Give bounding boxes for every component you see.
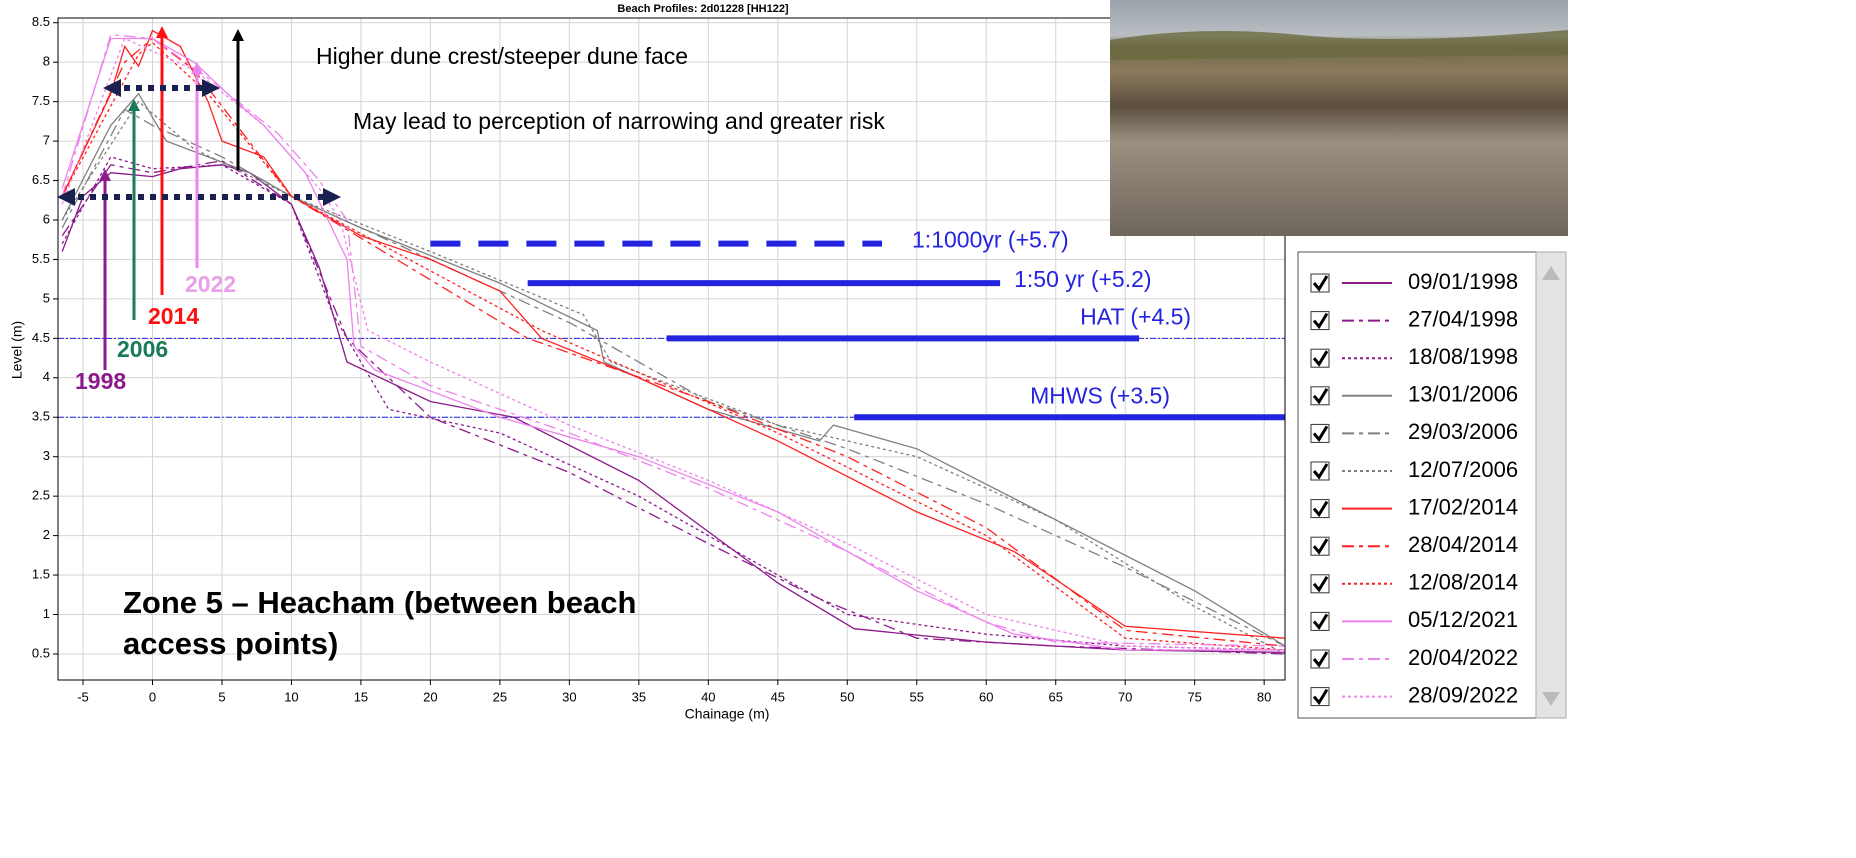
year-label: 2022 xyxy=(185,271,236,297)
legend-check[interactable] xyxy=(1312,651,1329,668)
legend-label: 05/12/2021 xyxy=(1408,607,1518,632)
grid: -5 0 5 10 15 20 25 30 35 40 45 50 55 60 65 70 75 800.511.… xyxy=(32,14,1285,704)
x-tick-label: 70 xyxy=(1118,689,1132,704)
y-tick-label: 6.5 xyxy=(32,172,50,187)
legend-check[interactable] xyxy=(1312,350,1329,367)
y-tick-label: 8 xyxy=(43,54,50,69)
x-tick-label: 35 xyxy=(632,689,646,704)
x-tick-label: 75 xyxy=(1187,689,1201,704)
legend-check[interactable] xyxy=(1312,425,1329,442)
legend-check[interactable] xyxy=(1312,388,1329,405)
x-tick-label: 40 xyxy=(701,689,715,704)
y-tick-label: 1.5 xyxy=(32,566,50,581)
legend-check[interactable] xyxy=(1312,312,1329,330)
y-tick-label: 2 xyxy=(43,527,50,542)
profile-line xyxy=(61,92,1285,647)
y-tick-label: 2.5 xyxy=(32,488,50,503)
legend-label: 12/07/2006 xyxy=(1408,457,1518,482)
y-tick-label: 6 xyxy=(43,211,50,226)
year-label: 2014 xyxy=(148,303,199,329)
reference-label: 1:50 yr (+5.2) xyxy=(1014,266,1151,292)
y-tick-label: 7.5 xyxy=(32,93,50,108)
y-tick-label: 5 xyxy=(43,290,50,305)
zone-label: Zone 5 – Heacham (between beach access p… xyxy=(123,585,637,661)
x-tick-label: 5 xyxy=(218,689,225,704)
x-tick-label: 60 xyxy=(979,689,993,704)
legend-check[interactable] xyxy=(1312,688,1329,706)
plot-frame xyxy=(57,17,1286,681)
x-tick-label: 30 xyxy=(562,689,576,704)
arrows xyxy=(57,26,341,370)
y-tick-label: 1 xyxy=(43,606,50,621)
x-tick-label: 65 xyxy=(1048,689,1062,704)
y-tick-label: 5.5 xyxy=(32,251,50,266)
x-tick-label: 45 xyxy=(771,689,785,704)
scroll-down[interactable] xyxy=(1542,692,1560,706)
y-tick-label: 4 xyxy=(43,369,50,384)
scroll-up[interactable] xyxy=(1542,266,1560,280)
reference-lines: 1:1000yr (+5.7) 1:50 yr (+5.2) HAT (+4.5) M… xyxy=(58,227,1285,421)
legend: 09/01/1998 27/04/1998 18/08/1998 13/01/2006… xyxy=(1297,251,1567,719)
x-tick-label: 55 xyxy=(910,689,924,704)
annotation: Higher dune crest/steeper dune face xyxy=(316,43,688,69)
profile-line xyxy=(61,37,1285,651)
legend-label: 29/03/2006 xyxy=(1408,419,1518,444)
annotation: May lead to perception of narrowing and … xyxy=(353,108,885,134)
year-label: 2006 xyxy=(117,336,168,362)
legend-label: 13/01/2006 xyxy=(1408,382,1518,407)
reference-label: 1:1000yr (+5.7) xyxy=(912,227,1069,253)
x-tick-label: 50 xyxy=(840,689,854,704)
y-tick-label: 8.5 xyxy=(32,14,50,29)
scrollbar[interactable] xyxy=(1535,251,1567,719)
legend-box xyxy=(1297,251,1537,719)
x-tick-label: 20 xyxy=(423,689,437,704)
profile-line xyxy=(61,37,1285,647)
y-tick-label: 0.5 xyxy=(32,645,50,660)
legend-check[interactable] xyxy=(1312,500,1329,518)
profile-line xyxy=(61,37,1285,651)
legend-label: 27/04/1998 xyxy=(1408,306,1518,331)
x-tick-label: 10 xyxy=(284,689,298,704)
x-tick-label: -5 xyxy=(77,689,89,704)
legend-label: 18/08/1998 xyxy=(1408,344,1518,369)
profile-line xyxy=(61,164,1285,654)
legend-label: 20/04/2022 xyxy=(1408,645,1518,670)
legend-label: 28/04/2014 xyxy=(1408,532,1518,557)
year-label: 1998 xyxy=(75,368,126,394)
y-tick-label: 3.5 xyxy=(32,409,50,424)
profile-line xyxy=(61,156,1285,651)
x-axis-label: Chainage (m) xyxy=(685,706,770,722)
y-tick-label: 3 xyxy=(43,448,50,463)
profile-line xyxy=(61,160,1285,655)
x-tick-label: 25 xyxy=(493,689,507,704)
x-tick-label: 80 xyxy=(1257,689,1271,704)
legend-check[interactable] xyxy=(1312,275,1329,292)
profile-line xyxy=(61,33,1285,647)
photo-dunes xyxy=(1110,30,1568,60)
legend-label: 12/08/2014 xyxy=(1408,570,1518,595)
y-axis-label: Level (m) xyxy=(9,321,25,379)
chart-title: Beach Profiles: 2d01228 [HH122] xyxy=(617,3,789,15)
y-tick-label: 4.5 xyxy=(32,330,50,345)
legend-check[interactable] xyxy=(1312,613,1329,630)
reference-label: HAT (+4.5) xyxy=(1080,303,1191,329)
legend-label: 28/09/2022 xyxy=(1408,682,1518,707)
legend-check[interactable] xyxy=(1312,538,1329,555)
reference-label: MHWS (+3.5) xyxy=(1030,382,1170,408)
x-tick-label: 15 xyxy=(354,689,368,704)
legend-check[interactable] xyxy=(1312,576,1329,593)
legend-label: 17/02/2014 xyxy=(1408,494,1518,519)
x-tick-label: 0 xyxy=(149,689,156,704)
profiles xyxy=(61,29,1285,655)
legend-check[interactable] xyxy=(1312,463,1329,480)
legend-label: 09/01/1998 xyxy=(1408,269,1518,294)
y-tick-label: 7 xyxy=(43,133,50,148)
photo xyxy=(1110,0,1568,236)
